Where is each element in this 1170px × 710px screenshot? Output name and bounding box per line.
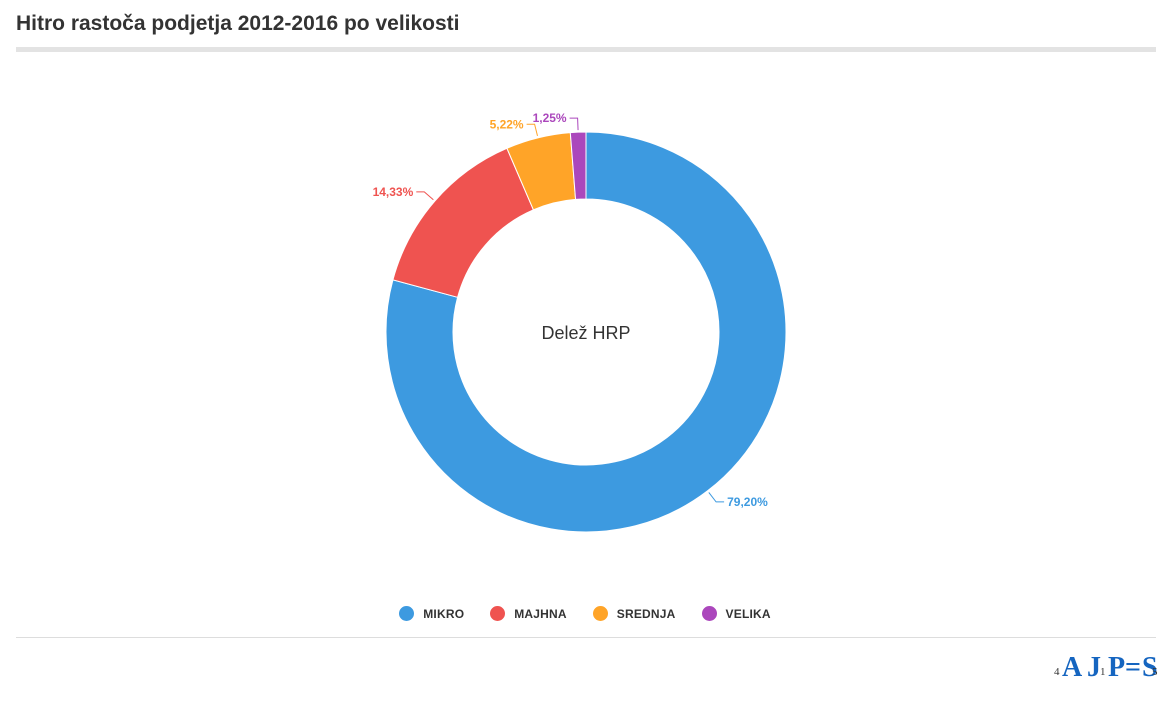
label-connector — [526, 123, 538, 137]
logo-digit: 5 — [1152, 666, 1158, 678]
chart-title: Hitro rastoča podjetja 2012-2016 po veli… — [16, 12, 460, 35]
logo-digit: 4 — [1054, 666, 1060, 678]
legend-marker — [701, 606, 717, 621]
legend-marker — [490, 606, 506, 621]
legend-marker — [399, 606, 415, 621]
legend-label: MIKRO — [423, 606, 465, 621]
logo-letter: A — [1062, 652, 1083, 680]
legend-label: VELIKA — [725, 606, 771, 621]
legend-item-mikro[interactable]: MIKRO — [399, 606, 464, 621]
logo-letter: J — [1087, 652, 1101, 680]
donut-slice-majhna[interactable] — [392, 147, 535, 298]
footer-divider — [16, 637, 1156, 638]
logo-letter: S — [1142, 652, 1158, 680]
data-label: 1,25% — [533, 111, 567, 125]
legend-label: SREDNJA — [616, 606, 676, 621]
title-divider — [16, 47, 1156, 52]
donut-slice-mikro[interactable] — [385, 131, 787, 533]
label-connector — [708, 492, 725, 503]
legend-item-majhna[interactable]: MAJHNA — [490, 606, 567, 621]
logo-digit: 1 — [1100, 666, 1106, 678]
label-connector — [569, 117, 579, 131]
legend-marker — [592, 606, 608, 621]
ajpes-logo: 4 A J 1 P = S 5 — [1054, 650, 1160, 683]
data-label: 79,20% — [727, 495, 768, 509]
logo-letter: = — [1125, 652, 1141, 680]
legend-item-srednja[interactable]: SREDNJA — [592, 606, 676, 621]
data-label: 14,33% — [373, 185, 414, 199]
data-label: 5,22% — [490, 117, 524, 131]
donut-chart: 79,20% 14,33% 5,22% 1,25% Delež HRP — [373, 111, 787, 533]
logo-letter: P — [1108, 652, 1125, 680]
donut-slice-velika[interactable] — [569, 131, 587, 200]
chart-legend: MIKRO MAJHNA SREDNJA VELIKA — [0, 606, 1170, 621]
legend-label: MAJHNA — [514, 606, 567, 621]
center-label: Delež HRP — [541, 323, 630, 343]
legend-item-velika[interactable]: VELIKA — [701, 606, 771, 621]
label-connector — [416, 191, 434, 201]
